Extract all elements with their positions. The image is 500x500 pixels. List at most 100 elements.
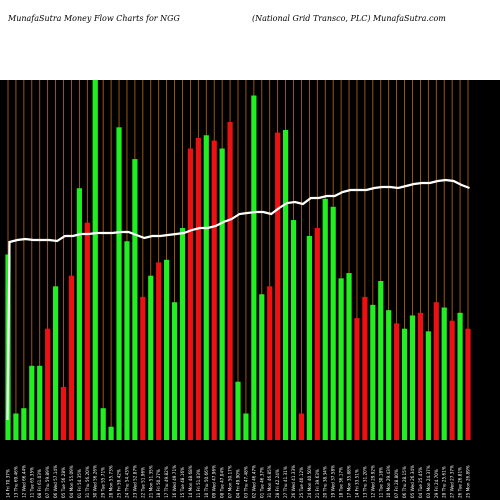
x-tick-label: 14 Fri 70.37% [6,469,11,498]
money-flow-bar [433,302,439,440]
money-flow-bar [179,228,186,440]
money-flow-bar [195,137,201,440]
money-flow-bar [13,413,19,440]
money-flow-bar [298,413,305,440]
money-flow-bar [60,387,67,440]
money-flow-bar [251,95,257,440]
x-tick-label: 23 Wed 52.87% [132,465,137,498]
x-tick-label: 18 Fri 50.27% [156,469,161,498]
x-tick-label: 24 Mon 40.50% [307,465,312,498]
x-tick-label: 28 Mon 55.73% [109,465,114,498]
chart-subtitle: (National Grid Transco, PLC) MunafaSutra… [252,14,446,23]
x-tick-label: 18 Tue 36.17% [339,467,344,498]
price-line [6,178,470,421]
money-flow-bar [259,294,265,440]
x-tick-label: 12 Wed 66.44% [21,465,26,498]
x-tick-label: 08 Tue 47.04% [220,467,225,498]
money-flow-bar [394,323,400,440]
money-flow-bar [148,275,154,440]
money-flow-bar [116,127,122,441]
money-flow-bar [84,222,90,440]
money-flow-bar [187,148,194,440]
x-tick-label: 08 Fri 61.03% [37,469,42,498]
x-tick-label: 14 Mon 48.68% [188,465,193,498]
x-tick-label: 25 Mon 26.89% [466,465,471,498]
money-flow-bar [346,273,352,440]
x-tick-label: 13 Thu 31.20% [362,466,367,498]
x-tick-label: 31 Thu 56.20% [85,466,90,498]
money-flow-bar [108,426,114,440]
x-tick-label: 26 Tue 26.81% [458,467,463,498]
money-flow-bar [409,315,416,440]
x-tick-label: 12 Wed 29.92% [370,465,375,498]
money-flow-bar [140,296,146,440]
money-flow-bar [227,122,233,440]
x-tick-label: 11 Fri 51.03% [196,469,201,498]
x-tick-label: 17 Mon 35.88% [347,465,352,498]
money-flow-bar [275,132,281,440]
x-tick-label: 04 Mon 55.09% [69,465,74,498]
x-tick-label: 07 Mon 50.17% [228,465,233,498]
x-tick-label: 26 Wed 41.33% [291,465,296,498]
chart-area: 14 Fri 70.37% 13 Thu 69.46% 12 Wed 66.44% 1… [0,80,500,500]
money-flow-bar [386,310,392,440]
x-tick-label: 19 Wed 37.58% [331,465,336,498]
money-flow-bar [21,408,27,440]
money-flow-bar [322,198,328,440]
money-flow-bar [124,241,130,440]
money-flow-bar [417,312,424,440]
money-flow-bar [29,365,35,440]
money-flow-bar [156,262,162,440]
x-tick-label: 24 Thu 54.43% [124,466,129,498]
money-flow-bar [219,148,225,440]
money-flow-bar [267,286,273,440]
x-tick-label: 06 Thu 28.15% [402,466,407,498]
x-tick-label: 30 Wed 56.26% [93,465,98,498]
money-flow-bar [164,259,170,440]
money-flow-bar [52,286,59,440]
x-tick-label: 17 Thu 49.82% [164,466,169,498]
money-flow-bar [243,413,249,440]
x-tick-label: 11 Tue 65.35% [29,467,34,498]
money-flow-bar [76,188,82,440]
money-flow-bar [306,235,312,440]
x-tick-label: 27 Wed 27.37% [450,465,455,498]
money-flow-bar [314,228,320,440]
x-tick-label: 27 Thu 41.31% [283,466,288,498]
x-tick-label: 21 Mon 51.35% [148,465,153,498]
money-flow-bar [132,159,138,440]
money-flow-bar [457,312,463,440]
x-tick-label: 16 Wed 49.71% [172,465,177,498]
money-flow-bar [211,140,217,441]
money-flow-bar [401,328,408,440]
x-tick-label: 25 Tue 40.12% [299,467,304,498]
x-tick-label: 20 Thu 38.34% [323,466,328,498]
money-flow-bar [45,328,51,440]
x-tick-label: 14 Fri 33.51% [354,469,359,498]
money-flow-bar [68,275,75,440]
money-flow-bar [235,381,241,440]
money-flow-bar [449,320,455,440]
x-tick-label: 10 Mon 29.43% [386,465,391,498]
money-flow-bar [441,307,447,440]
x-tick-label: 15 Tue 48.16% [180,467,185,498]
chart-title: MunafaSutra Money Flow Charts for NGG [8,14,180,23]
x-tick-label: 11 Tue 30.18% [378,467,383,498]
x-tick-label: 07 Thu 59.89% [45,466,50,498]
x-tick-label: 29 Tue 55.71% [101,467,106,498]
x-tick-label: 22 Tue 51.96% [140,467,145,498]
money-flow-bar [465,328,471,440]
x-tick-label: 31 Mon 46.85% [267,465,272,498]
money-flow-bar [203,135,209,440]
x-tick-label: 06 Wed 57.14% [53,465,58,498]
x-tick-label: 07 Fri 28.80% [394,469,399,498]
money-flow-bar [100,408,106,440]
money-flow-bar [354,318,360,440]
money-flow-bar [37,365,43,440]
x-tick-label: 29 Fri 24.70% [434,469,439,498]
money-flow-bar [378,281,384,440]
money-flow-bar [171,302,178,440]
money-flow-bar [362,296,368,440]
x-tick-label: 04 Tue 25.45% [418,467,423,498]
chart-header: MunafaSutra Money Flow Charts for NGG (N… [0,0,500,80]
